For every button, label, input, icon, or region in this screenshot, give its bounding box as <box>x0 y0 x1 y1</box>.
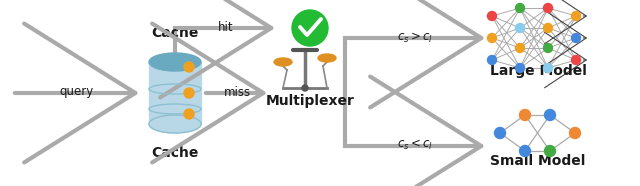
Circle shape <box>495 127 506 139</box>
Circle shape <box>515 44 525 52</box>
Circle shape <box>488 12 497 20</box>
Bar <box>149 62 201 124</box>
Circle shape <box>184 109 194 119</box>
Text: $c_s > c_l$: $c_s > c_l$ <box>397 31 433 45</box>
Circle shape <box>572 55 580 65</box>
Circle shape <box>545 110 556 121</box>
Circle shape <box>520 145 531 156</box>
Ellipse shape <box>318 54 336 62</box>
Circle shape <box>570 127 580 139</box>
Text: Small Model: Small Model <box>490 154 586 168</box>
Circle shape <box>292 10 328 46</box>
Circle shape <box>488 55 497 65</box>
Text: Multiplexer: Multiplexer <box>266 94 355 108</box>
Text: $c_s < c_l$: $c_s < c_l$ <box>397 138 433 152</box>
Circle shape <box>545 145 556 156</box>
Text: Cache: Cache <box>151 146 198 160</box>
Ellipse shape <box>274 58 292 66</box>
Circle shape <box>572 33 580 42</box>
Circle shape <box>543 23 552 33</box>
Circle shape <box>572 12 580 20</box>
Circle shape <box>543 63 552 73</box>
Circle shape <box>184 62 194 72</box>
Circle shape <box>302 85 308 91</box>
Text: Cache: Cache <box>151 26 198 40</box>
Circle shape <box>543 4 552 12</box>
Circle shape <box>520 110 531 121</box>
Text: Large Model: Large Model <box>490 64 586 78</box>
Circle shape <box>488 33 497 42</box>
Circle shape <box>515 63 525 73</box>
Circle shape <box>184 88 194 98</box>
Text: query: query <box>60 85 94 98</box>
Text: miss: miss <box>223 86 251 99</box>
Circle shape <box>543 44 552 52</box>
Ellipse shape <box>149 53 201 71</box>
Ellipse shape <box>149 115 201 133</box>
Text: hit: hit <box>218 21 234 34</box>
Circle shape <box>515 4 525 12</box>
Circle shape <box>515 23 525 33</box>
